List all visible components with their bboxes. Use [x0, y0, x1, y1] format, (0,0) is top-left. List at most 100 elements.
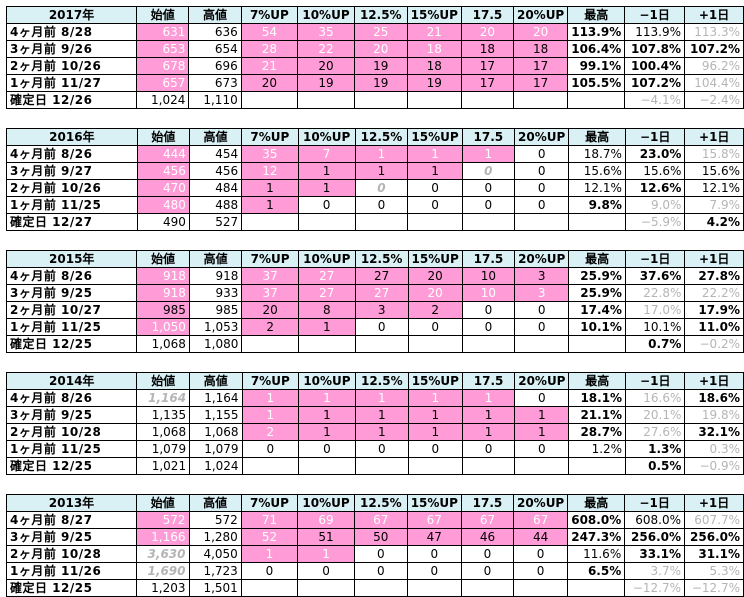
table-cell: 67: [512, 511, 569, 529]
table-cell: 1,050: [136, 318, 190, 336]
table-cell: 653: [136, 40, 190, 58]
table-cell: 27: [354, 284, 409, 302]
table-cell: −5.9%: [624, 213, 686, 231]
table-cell: 27.6%: [625, 423, 686, 441]
header-row: 2014年 始値 高値 7%UP 10%UP 12.5% 15%UP 17.5 20%UP 最高 −…: [5, 372, 744, 390]
table-cell: 9.8%: [568, 196, 626, 214]
table-cell: 16.6%: [625, 389, 686, 407]
table-cell: 4,050: [188, 545, 242, 563]
column-header: 高値: [188, 128, 243, 146]
row-label: 確定日 12/26: [5, 91, 138, 109]
column-header: 高値: [188, 6, 242, 24]
table-cell: 480: [136, 196, 190, 214]
table-cell: 0: [461, 301, 516, 319]
table-cell: 20.1%: [625, 406, 686, 424]
table-cell: 0.3%: [684, 440, 744, 458]
table-cell: 1: [354, 423, 409, 441]
table-cell: 1,164: [136, 389, 191, 407]
table-cell: 51: [297, 528, 355, 546]
table-cell: 918: [188, 267, 243, 285]
table-row: 3ヶ月前 9/25 918 933 37 27 27 20 10 3 25.9% 22.8% 22.2…: [5, 284, 744, 302]
table-cell: 10: [461, 284, 516, 302]
table-cell: [514, 457, 570, 475]
table-cell: 0: [406, 562, 462, 580]
table-cell: 0.5%: [625, 457, 686, 475]
table-cell: 17: [460, 74, 514, 92]
table-cell: 456: [136, 162, 190, 180]
table-cell: 1: [241, 389, 300, 407]
table-cell: 527: [188, 213, 243, 231]
table-cell: 21: [240, 57, 299, 75]
column-header: 7%UP: [241, 128, 299, 146]
table-cell: 20: [407, 267, 463, 285]
table-cell: 1: [461, 145, 516, 163]
table-cell: 6.5%: [567, 562, 626, 580]
table-cell: 0: [512, 562, 569, 580]
header-row: 2017年 始値 高値 7%UP 10%UP 12.5% 15%UP 17.5 20%UP 最高 −…: [5, 6, 744, 24]
column-header: −1日: [624, 6, 686, 24]
column-header: 12.5%: [353, 494, 408, 512]
table-cell: 19: [406, 74, 462, 92]
table-cell: [406, 91, 462, 109]
table-cell: [460, 579, 514, 597]
table-cell: 18: [406, 40, 462, 58]
table-cell: [297, 335, 356, 353]
table-cell: 1,135: [136, 406, 191, 424]
table-cell: 67: [353, 511, 408, 529]
table-cell: 15.6%: [684, 162, 744, 180]
table-cell: 20: [240, 74, 299, 92]
column-header: 7%UP: [241, 250, 299, 268]
table-cell: 96.2%: [684, 57, 744, 75]
row-label: 4ヶ月前 8/26: [5, 389, 138, 407]
table-row: 1ヶ月前 11/25 480 488 1 0 0 0 0 0 9.8% 9.0% 7.9%: [6, 196, 744, 214]
column-header: −1日: [624, 494, 686, 512]
table-cell: 0: [407, 318, 463, 336]
column-header: 15%UP: [407, 128, 463, 146]
table-cell: 20: [241, 301, 299, 319]
table-cell: 1: [354, 406, 409, 424]
header-row: 2013年 始値 高値 7%UP 10%UP 12.5% 15%UP 17.5 20%UP 最高 −…: [6, 494, 744, 512]
table-cell: 106.4%: [567, 40, 626, 58]
row-label: 1ヶ月前 11/25: [6, 196, 138, 214]
table-cell: 1: [298, 406, 356, 424]
table-cell: 1,068: [136, 335, 190, 353]
column-header: 20%UP: [512, 6, 569, 24]
header-row: 2016年 始値 高値 7%UP 10%UP 12.5% 15%UP 17.5 20%UP 最高 −…: [6, 128, 744, 146]
table-cell: 107.2%: [624, 74, 686, 92]
table-cell: 1: [407, 389, 463, 407]
column-header: 高値: [188, 494, 242, 512]
column-header: 最高: [568, 128, 626, 146]
row-label: 1ヶ月前 11/25: [5, 318, 138, 336]
table-cell: 1.3%: [625, 440, 686, 458]
table-cell: 22.8%: [624, 284, 686, 302]
table-cell: 37: [241, 284, 299, 302]
table-cell: 113.9%: [624, 23, 686, 41]
table-cell: 1,068: [189, 423, 243, 441]
table-row: 2ヶ月前 10/28 3,630 4,050 1 1 0 0 0 0 11.6% 33.1% 31.1…: [6, 545, 744, 563]
table-cell: 32.1%: [684, 423, 744, 441]
column-header: 20%UP: [514, 372, 570, 390]
table-cell: 0: [514, 389, 570, 407]
table-cell: 0: [298, 440, 356, 458]
table-cell: 0: [354, 318, 409, 336]
table-cell: 3.7%: [624, 562, 686, 580]
table-cell: 18.6%: [684, 389, 744, 407]
table-cell: 12.1%: [684, 179, 744, 197]
table-cell: 17: [460, 57, 514, 75]
table-cell: 20: [407, 284, 463, 302]
table-cell: 0: [240, 562, 299, 580]
table-cell: [460, 91, 514, 109]
table-cell: 256.0%: [684, 528, 744, 546]
column-header: 最高: [568, 250, 626, 268]
table-cell: 18: [460, 40, 514, 58]
header-row: 2015年 始値 高値 7%UP 10%UP 12.5% 15%UP 17.5 20%UP 最高 −…: [5, 250, 744, 268]
table-cell: 0: [461, 162, 516, 180]
row-label: 3ヶ月前 9/25: [5, 406, 138, 424]
table-cell: 25: [353, 23, 408, 41]
table-cell: [297, 579, 355, 597]
table-cell: 69: [297, 511, 355, 529]
row-label: 2ヶ月前 10/27: [5, 301, 138, 319]
table-cell: 20: [460, 23, 514, 41]
table-cell: 2: [241, 423, 300, 441]
table-cell: 20: [353, 40, 408, 58]
